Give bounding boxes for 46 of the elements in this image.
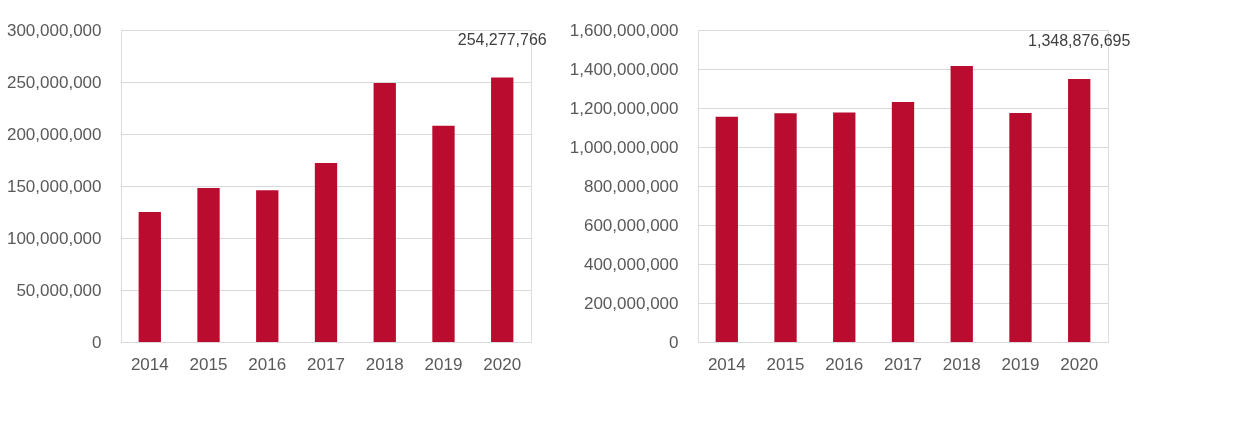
data-label: 254,277,766 [457, 30, 547, 48]
x-tick-label: 2014 [130, 354, 169, 374]
x-tick-label: 2016 [248, 354, 287, 374]
bar [138, 212, 161, 342]
y-tick-label: 1,600,000,000 [569, 20, 679, 40]
bar [491, 77, 514, 342]
x-tick-label: 2015 [766, 354, 805, 374]
y-tick-label: 0 [92, 332, 102, 352]
bar [1009, 112, 1032, 342]
data-label: 1,348,876,695 [1028, 31, 1131, 49]
y-tick-label: 300,000,000 [6, 20, 102, 40]
x-tick-label: 2017 [884, 354, 922, 374]
bar [950, 66, 973, 342]
bar [373, 83, 396, 342]
x-tick-label: 2018 [365, 354, 404, 374]
y-tick-label: 1,000,000,000 [569, 137, 679, 157]
x-tick-label: 2015 [189, 354, 228, 374]
y-tick-label: 100,000,000 [6, 228, 102, 248]
x-tick-label: 2019 [424, 354, 463, 374]
y-tick-label: 150,000,000 [6, 176, 102, 196]
y-tick-label: 0 [669, 332, 679, 352]
y-tick-label: 400,000,000 [583, 254, 679, 274]
x-tick-label: 2017 [307, 354, 345, 374]
y-tick-label: 50,000,000 [16, 280, 102, 300]
x-tick-label: 2014 [707, 354, 746, 374]
bar [432, 125, 455, 342]
bar [833, 112, 856, 342]
y-tick-label: 800,000,000 [583, 176, 679, 196]
bar [774, 113, 797, 342]
x-tick-label: 2019 [1001, 354, 1040, 374]
bar [1068, 78, 1091, 342]
bar [197, 188, 220, 342]
x-tick-label: 2016 [825, 354, 864, 374]
bar [715, 116, 738, 342]
bar [314, 163, 338, 342]
y-tick-label: 250,000,000 [6, 72, 102, 92]
y-tick-label: 200,000,000 [6, 124, 102, 144]
bar [891, 101, 915, 342]
y-tick-label: 200,000,000 [583, 293, 679, 313]
x-tick-label: 2020 [1060, 354, 1099, 374]
y-tick-label: 1,400,000,000 [569, 59, 679, 79]
y-tick-label: 600,000,000 [583, 215, 679, 235]
x-tick-label: 2018 [942, 354, 981, 374]
y-tick-label: 1,200,000,000 [569, 98, 679, 118]
x-tick-label: 2020 [483, 354, 522, 374]
bar [256, 190, 279, 342]
